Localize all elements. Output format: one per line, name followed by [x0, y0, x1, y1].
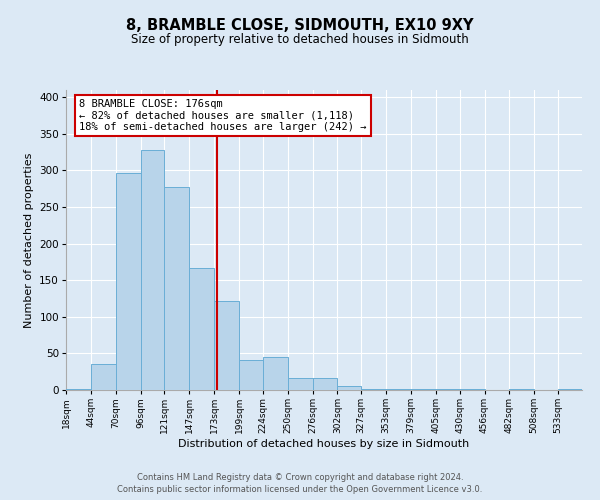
Bar — [361, 388, 386, 390]
Text: Contains HM Land Registry data © Crown copyright and database right 2024.: Contains HM Land Registry data © Crown c… — [137, 472, 463, 482]
Text: Size of property relative to detached houses in Sidmouth: Size of property relative to detached ho… — [131, 32, 469, 46]
Bar — [460, 388, 485, 390]
Bar — [411, 388, 436, 390]
Bar — [164, 186, 189, 390]
Bar — [386, 388, 411, 390]
Bar — [263, 357, 287, 390]
Y-axis label: Number of detached properties: Number of detached properties — [24, 152, 34, 328]
Bar — [313, 378, 337, 390]
Bar — [91, 364, 116, 390]
Bar — [509, 388, 534, 390]
Text: Contains public sector information licensed under the Open Government Licence v3: Contains public sector information licen… — [118, 485, 482, 494]
Bar — [239, 360, 263, 390]
Text: 8, BRAMBLE CLOSE, SIDMOUTH, EX10 9XY: 8, BRAMBLE CLOSE, SIDMOUTH, EX10 9XY — [126, 18, 474, 32]
Bar — [189, 268, 214, 390]
Bar — [140, 150, 164, 390]
Bar — [558, 388, 582, 390]
Bar — [337, 386, 361, 390]
Text: 8 BRAMBLE CLOSE: 176sqm
← 82% of detached houses are smaller (1,118)
18% of semi: 8 BRAMBLE CLOSE: 176sqm ← 82% of detache… — [79, 99, 367, 132]
Bar — [436, 388, 460, 390]
Bar — [214, 300, 239, 390]
X-axis label: Distribution of detached houses by size in Sidmouth: Distribution of detached houses by size … — [178, 439, 470, 449]
Bar — [116, 172, 140, 390]
Bar — [66, 388, 91, 390]
Bar — [287, 378, 313, 390]
